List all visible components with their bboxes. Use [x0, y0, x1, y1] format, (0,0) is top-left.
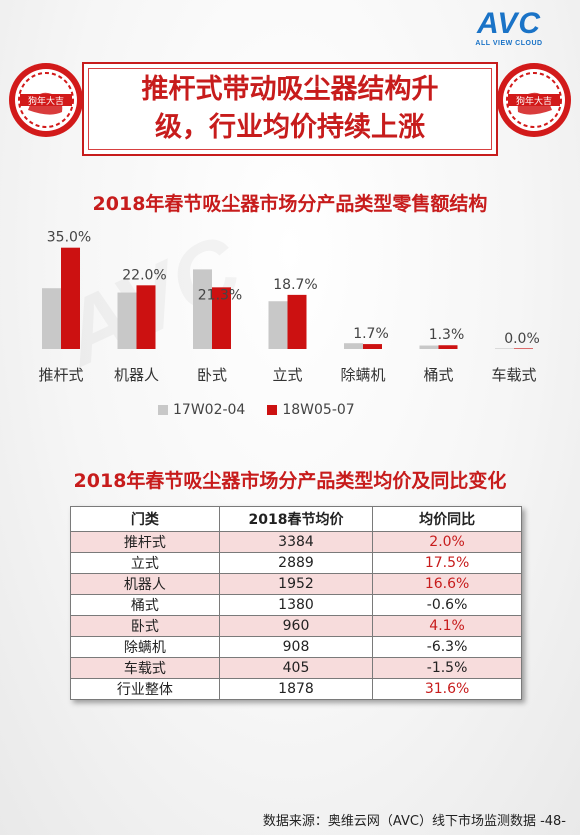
lucky-seal-right-icon: 狗年大吉 — [497, 63, 571, 137]
seal-text: 狗年大吉 — [516, 95, 552, 107]
cell-category: 车载式 — [70, 657, 220, 679]
table-row: 推杆式 3384 2.0% — [70, 531, 522, 553]
bar-curr-3 — [287, 294, 307, 349]
data-label-6: 0.0% — [504, 331, 540, 347]
col-header-category: 门类 — [70, 506, 220, 532]
retail-share-bar-chart: 35.0% 推杆式 22.0% 机器人 21.3% 卧式 18.7% 立式 1.7% 除螨机 1.3… — [38, 230, 540, 384]
bar-curr-6 — [514, 348, 533, 349]
category-label-2: 卧式 — [197, 366, 227, 384]
table-row: 机器人 1952 16.6% — [70, 573, 522, 595]
category-label-5: 桶式 — [423, 366, 453, 384]
table-row: 卧式 960 4.1% — [70, 615, 522, 637]
cell-avg-price: 405 — [218, 657, 374, 679]
category-label-3: 立式 — [272, 366, 302, 384]
bar-prev-5 — [419, 345, 439, 349]
cell-avg-price: 1878 — [218, 678, 374, 700]
cell-category: 行业整体 — [70, 678, 220, 700]
logo-subtitle: ALL VIEW CLOUD — [475, 40, 543, 47]
table-row: 立式 2889 17.5% — [70, 552, 522, 574]
cell-avg-price: 1952 — [218, 573, 374, 595]
cell-yoy: -1.5% — [372, 657, 522, 679]
cell-category: 桶式 — [70, 594, 220, 616]
legend-item-curr: 18W05-07 — [267, 402, 355, 418]
data-label-5: 1.3% — [429, 327, 465, 343]
cell-yoy: 31.6% — [372, 678, 522, 700]
table-header-row: 门类 2018春节均价 均价同比 — [70, 506, 522, 532]
bar-prev-1 — [117, 292, 137, 349]
legend-label-curr: 18W05-07 — [282, 402, 355, 418]
col-header-yoy: 均价同比 — [372, 506, 522, 532]
bar-prev-6 — [495, 348, 514, 349]
cell-category: 卧式 — [70, 615, 220, 637]
category-label-1: 机器人 — [114, 366, 159, 384]
cell-yoy: 2.0% — [372, 531, 522, 553]
legend-swatch-prev — [158, 405, 168, 415]
page-title-line1: 推杆式带动吸尘器结构升 — [141, 74, 439, 105]
table-row: 车载式 405 -1.5% — [70, 657, 522, 679]
cell-avg-price: 908 — [218, 636, 374, 658]
cell-yoy: 4.1% — [372, 615, 522, 637]
bar-chart-title: 2018年春节吸尘器市场分产品类型零售额结构 — [92, 193, 488, 215]
category-label-0: 推杆式 — [38, 366, 83, 384]
legend-swatch-curr — [267, 405, 278, 415]
chart-legend: 17W02-04 18W05-07 — [158, 402, 355, 418]
cell-category: 除螨机 — [70, 636, 220, 658]
bar-prev-0 — [42, 288, 61, 349]
data-label-2: 21.3% — [198, 287, 242, 303]
seal-text: 狗年大吉 — [28, 95, 64, 107]
table-row: 除螨机 908 -6.3% — [70, 636, 522, 658]
cell-avg-price: 3384 — [218, 531, 374, 553]
cell-yoy: -6.3% — [372, 636, 522, 658]
data-source-footer: 数据来源：奥维云网（AVC）线下市场监测数据 -48- — [262, 814, 566, 829]
category-label-4: 除螨机 — [340, 366, 385, 384]
bar-curr-2 — [212, 287, 231, 349]
table-row: 行业整体 1878 31.6% — [70, 678, 522, 700]
data-label-3: 18.7% — [273, 277, 317, 293]
bar-prev-4 — [344, 343, 363, 349]
category-label-6: 车载式 — [491, 366, 536, 384]
bar-prev-2 — [193, 269, 212, 349]
data-label-0: 35.0% — [47, 230, 91, 246]
avc-logo: AVC ALL VIEW CLOUD — [454, 7, 564, 48]
table-row: 桶式 1380 -0.6% — [70, 594, 522, 616]
data-label-4: 1.7% — [353, 326, 389, 342]
page-title: 推杆式带动吸尘器结构升 级，行业均价持续上涨 — [142, 71, 439, 147]
legend-item-prev: 17W02-04 — [158, 402, 245, 418]
table-title: 2018年春节吸尘器市场分产品类型均价及同比变化 — [73, 470, 507, 492]
avg-price-table: 门类 2018春节均价 均价同比 推杆式 3384 2.0% 立式 2889 17.5% 机… — [70, 506, 522, 700]
col-header-avg-price: 2018春节均价 — [218, 506, 374, 532]
legend-label-prev: 17W02-04 — [173, 402, 246, 418]
data-label-1: 22.0% — [122, 267, 166, 283]
cell-category: 推杆式 — [70, 531, 220, 553]
cell-avg-price: 2889 — [218, 552, 374, 574]
bar-prev-3 — [268, 301, 288, 349]
bar-curr-0 — [61, 247, 80, 349]
cell-category: 机器人 — [70, 573, 220, 595]
page-title-line2: 级，行业均价持续上涨 — [155, 112, 425, 143]
bar-curr-5 — [438, 345, 458, 349]
lucky-seal-left-icon: 狗年大吉 — [9, 63, 83, 137]
cell-yoy: 17.5% — [372, 552, 522, 574]
logo-mark: AVC — [476, 7, 542, 40]
cell-avg-price: 1380 — [218, 594, 374, 616]
bar-curr-1 — [136, 285, 156, 349]
cell-avg-price: 960 — [218, 615, 374, 637]
cell-yoy: 16.6% — [372, 573, 522, 595]
bar-curr-4 — [363, 344, 382, 349]
title-banner: 推杆式带动吸尘器结构升 级，行业均价持续上涨 — [82, 62, 498, 156]
cell-yoy: -0.6% — [372, 594, 522, 616]
cell-category: 立式 — [70, 552, 220, 574]
